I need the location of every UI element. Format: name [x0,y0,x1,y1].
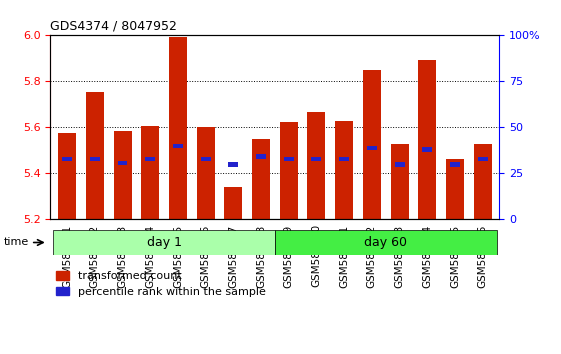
Bar [145,157,155,161]
Bar [141,126,159,219]
Bar [252,139,270,219]
Bar [58,133,76,219]
Bar [422,148,432,152]
Bar [113,131,131,219]
Bar [478,157,488,161]
FancyBboxPatch shape [53,230,275,255]
Bar [169,36,187,219]
Bar [256,154,266,159]
Text: time: time [4,237,30,247]
Bar [311,157,321,161]
Bar [394,162,404,167]
Legend: transformed count, percentile rank within the sample: transformed count, percentile rank withi… [56,271,266,297]
Bar [363,70,381,219]
Bar [473,144,491,219]
Bar [284,157,294,161]
Bar [86,92,104,219]
Bar [224,187,242,219]
Bar [446,159,464,219]
FancyBboxPatch shape [275,230,496,255]
Bar [339,157,349,161]
Bar [201,157,210,161]
Bar [196,127,215,219]
Bar [450,162,460,167]
Bar [335,121,353,219]
Bar [228,162,238,167]
Bar [367,146,377,150]
Bar [118,161,127,165]
Bar [173,144,183,148]
Text: day 60: day 60 [364,236,407,249]
Bar [280,122,298,219]
Bar [419,59,436,219]
Bar [390,144,408,219]
Text: GDS4374 / 8047952: GDS4374 / 8047952 [50,20,177,33]
Bar [307,113,325,219]
Text: day 1: day 1 [146,236,182,249]
Bar [62,157,72,161]
Bar [90,157,100,161]
